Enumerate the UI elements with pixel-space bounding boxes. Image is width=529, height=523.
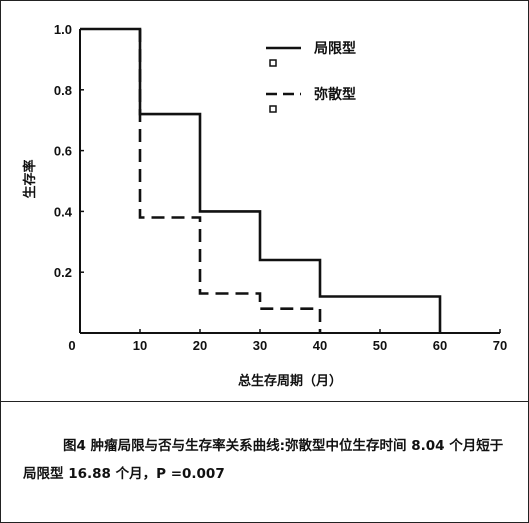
- x-tick-label: 20: [193, 338, 207, 353]
- x-tick-label: 70: [493, 338, 507, 353]
- y-tick-label: 1.0: [54, 22, 72, 37]
- x-tick-label: 10: [133, 338, 147, 353]
- x-tick-label: 0: [68, 338, 75, 353]
- series-line-1: [80, 27, 442, 333]
- legend-label-1: 局限型: [314, 40, 356, 57]
- legend-marker-2: [269, 105, 277, 113]
- x-tick-label: 50: [373, 338, 387, 353]
- x-tick-label: 30: [253, 338, 267, 353]
- caption-text: 肿瘤局限与否与生存率关系曲线:弥散型中位生存时间 8.04 个月短于局限型 16…: [23, 438, 504, 482]
- legend-marker-1: [269, 59, 277, 67]
- caption-label: 图4: [63, 438, 86, 454]
- x-tick-label: 40: [313, 338, 327, 353]
- x-axis-title: 总生存周期（月）: [238, 373, 342, 389]
- series-layer: [80, 27, 442, 333]
- x-tick-label: 60: [433, 338, 447, 353]
- axes: 0 10 20 30 40 50 60 70 0.2 0.4 0.6 0.8 1.0: [54, 22, 507, 353]
- y-tick-label: 0.6: [54, 144, 72, 159]
- caption-box: 图4 肿瘤局限与否与生存率关系曲线:弥散型中位生存时间 8.04 个月短于局限型…: [1, 401, 528, 522]
- axis-labels: 总生存周期（月） 生存率: [22, 159, 342, 389]
- y-tick-label: 0.8: [54, 83, 72, 98]
- y-tick-label: 0.4: [54, 204, 73, 219]
- legend-label-2: 弥散型: [314, 86, 356, 103]
- y-axis-title: 生存率: [22, 159, 38, 198]
- series-line-2: [138, 29, 322, 333]
- y-tick-label: 0.2: [54, 265, 72, 280]
- figure-caption: 图4 肿瘤局限与否与生存率关系曲线:弥散型中位生存时间 8.04 个月短于局限型…: [23, 432, 515, 488]
